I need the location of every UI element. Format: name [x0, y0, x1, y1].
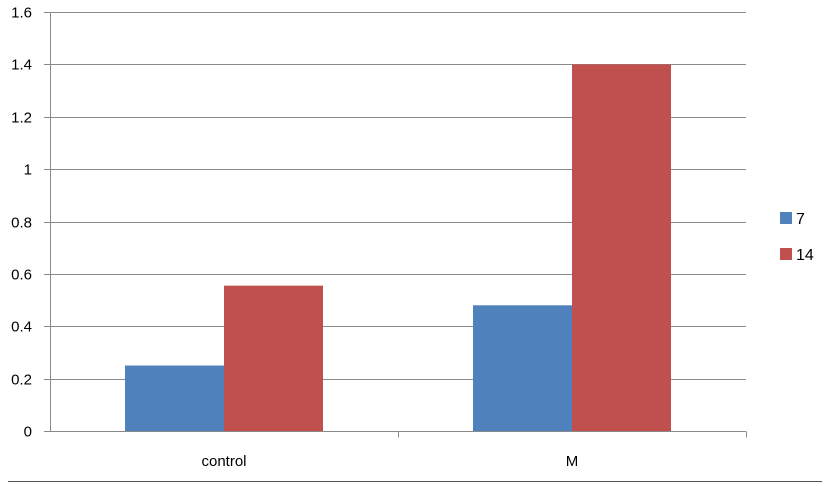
x-category-label: M	[566, 453, 579, 470]
y-tick-label: 0.2	[11, 372, 32, 389]
bar	[572, 64, 671, 431]
x-axis-labels: control M	[201, 453, 578, 470]
bar	[125, 365, 224, 431]
y-axis-ticks: 0 0.2 0.4 0.6 0.8 1 1.2 1.4 1.6	[11, 5, 50, 441]
legend-label: 14	[796, 247, 814, 264]
axes	[8, 12, 822, 482]
legend-label: 7	[796, 211, 805, 228]
y-tick-label: 0.8	[11, 215, 32, 232]
y-tick-label: 1.2	[11, 110, 32, 127]
y-tick-label: 0.4	[11, 319, 32, 336]
gridlines	[50, 12, 746, 380]
x-category-label: control	[201, 453, 246, 470]
y-tick-label: 1.4	[11, 57, 32, 74]
y-tick-label: 1	[24, 162, 32, 179]
legend-swatch	[780, 212, 792, 224]
y-tick-label: 1.6	[11, 5, 32, 22]
bar	[473, 305, 572, 431]
y-tick-label: 0.6	[11, 267, 32, 284]
bar	[224, 285, 323, 431]
legend-swatch	[780, 248, 792, 260]
y-tick-label: 0	[24, 424, 32, 441]
bars	[125, 64, 671, 431]
legend: 7 14	[780, 211, 814, 264]
